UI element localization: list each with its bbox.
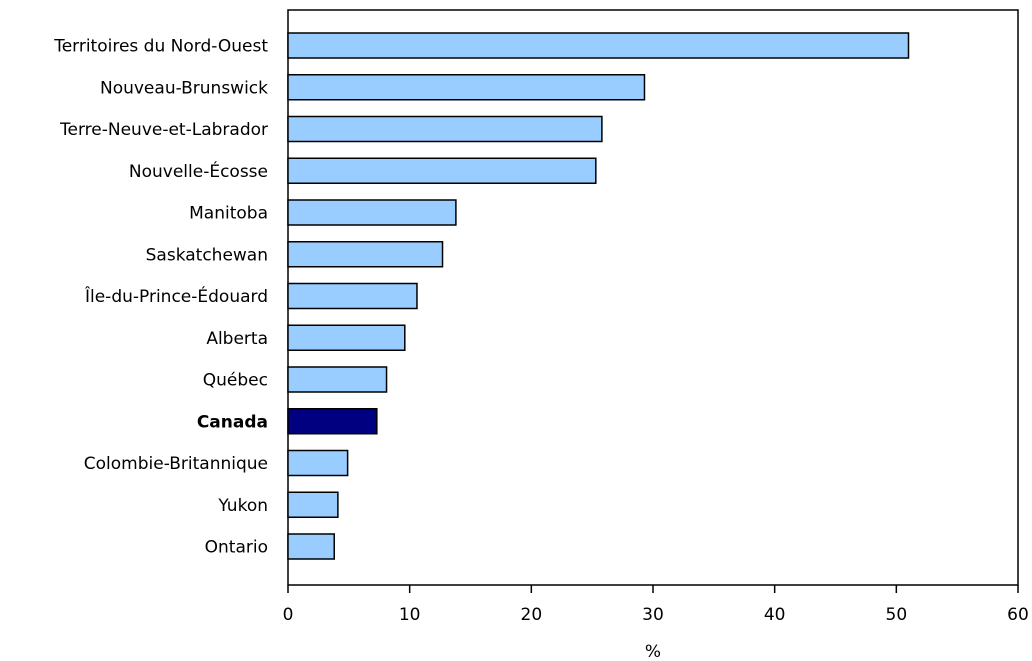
category-label: Île-du-Prince-Édouard (84, 285, 268, 307)
x-tick-label: 50 (886, 605, 908, 625)
category-labels: Territoires du Nord-Ouest Nouveau-Brunswi… (53, 37, 268, 558)
bar-region (287, 115, 603, 143)
x-tick-label: 20 (521, 605, 543, 625)
bar-highlight (287, 408, 378, 435)
bar-region (287, 32, 910, 59)
category-label: Territoires du Nord-Ouest (53, 37, 268, 57)
bar-region (287, 157, 597, 184)
category-label: Saskatchewan (146, 245, 268, 265)
x-axis-title: % (645, 642, 661, 661)
bar-region (287, 449, 349, 477)
x-tick-label: 0 (283, 605, 294, 625)
bar-region (287, 324, 406, 351)
category-label: Terre-Neuve-et-Labrador (59, 120, 268, 140)
x-tick-label: 60 (1007, 605, 1029, 625)
category-label: Alberta (206, 329, 268, 349)
category-label: Manitoba (189, 204, 268, 224)
bar-region (287, 282, 418, 310)
bar-region (287, 491, 339, 518)
category-label: Nouvelle-Écosse (129, 160, 268, 182)
bars-group (287, 32, 910, 560)
category-label: Québec (203, 371, 268, 391)
category-label: Yukon (217, 496, 268, 516)
category-label: Nouveau-Brunswick (100, 78, 268, 98)
x-axis-ticks: 0 10 20 30 40 50 60 (283, 585, 1029, 625)
category-label: Ontario (205, 538, 268, 558)
category-label: Canada (197, 412, 268, 432)
bar-region (287, 74, 646, 101)
category-label: Colombie-Britannique (84, 454, 268, 474)
x-tick-label: 30 (642, 605, 664, 625)
bar-region (287, 366, 388, 393)
bar-region (287, 199, 457, 226)
x-tick-label: 10 (399, 605, 421, 625)
bar-region (287, 241, 444, 268)
x-tick-label: 40 (764, 605, 786, 625)
bar-region (287, 533, 335, 560)
